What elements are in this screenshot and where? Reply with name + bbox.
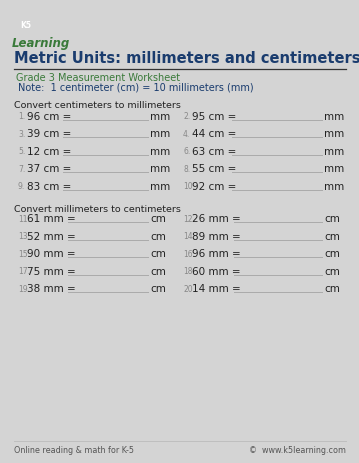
Text: 63 cm =: 63 cm = (192, 147, 236, 156)
Text: 75 mm =: 75 mm = (27, 266, 76, 276)
Text: 55 cm =: 55 cm = (192, 164, 236, 174)
Text: 12.: 12. (183, 214, 195, 224)
Text: mm: mm (324, 129, 344, 139)
Text: 96 cm =: 96 cm = (27, 112, 71, 122)
Text: 4.: 4. (183, 130, 190, 139)
Text: 14 mm =: 14 mm = (192, 284, 241, 294)
Text: mm: mm (324, 181, 344, 192)
Text: 8.: 8. (183, 165, 190, 174)
Text: cm: cm (150, 232, 166, 242)
Text: cm: cm (150, 249, 166, 259)
Text: cm: cm (150, 214, 166, 224)
Text: cm: cm (324, 249, 340, 259)
Text: 2.: 2. (183, 112, 190, 121)
Text: 17.: 17. (18, 267, 30, 276)
Text: 12 cm =: 12 cm = (27, 147, 71, 156)
Text: 37 cm =: 37 cm = (27, 164, 71, 174)
Text: 6.: 6. (183, 147, 190, 156)
Text: 26 mm =: 26 mm = (192, 214, 241, 224)
Text: 14.: 14. (183, 232, 195, 241)
Text: Convert centimeters to millimeters: Convert centimeters to millimeters (14, 101, 181, 110)
Text: mm: mm (150, 181, 170, 192)
Text: mm: mm (150, 129, 170, 139)
Text: 60 mm =: 60 mm = (192, 266, 241, 276)
Text: 18.: 18. (183, 267, 195, 276)
Text: 11.: 11. (18, 214, 30, 224)
Text: Grade 3 Measurement Worksheet: Grade 3 Measurement Worksheet (16, 73, 180, 83)
Text: 20.: 20. (183, 284, 195, 294)
Text: mm: mm (324, 147, 344, 156)
Text: 89 mm =: 89 mm = (192, 232, 241, 242)
Text: Metric Units: millimeters and centimeters: Metric Units: millimeters and centimeter… (14, 51, 359, 66)
Text: 15.: 15. (18, 250, 30, 258)
Text: mm: mm (150, 164, 170, 174)
Text: 52 mm =: 52 mm = (27, 232, 76, 242)
Text: 7.: 7. (18, 165, 25, 174)
Text: 19.: 19. (18, 284, 30, 294)
Text: mm: mm (150, 112, 170, 122)
Text: 83 cm =: 83 cm = (27, 181, 71, 192)
Text: mm: mm (324, 112, 344, 122)
Text: 61 mm =: 61 mm = (27, 214, 76, 224)
Text: 9.: 9. (18, 182, 25, 191)
Text: 38 mm =: 38 mm = (27, 284, 76, 294)
Text: cm: cm (324, 266, 340, 276)
Text: cm: cm (324, 214, 340, 224)
Text: Note:  1 centimeter (cm) = 10 millimeters (mm): Note: 1 centimeter (cm) = 10 millimeters… (18, 83, 253, 93)
Text: 16.: 16. (183, 250, 195, 258)
Text: Online reading & math for K-5: Online reading & math for K-5 (14, 445, 134, 455)
Text: Convert millimeters to centimeters: Convert millimeters to centimeters (14, 205, 181, 213)
Text: 92 cm =: 92 cm = (192, 181, 236, 192)
Text: 90 mm =: 90 mm = (27, 249, 76, 259)
Text: mm: mm (324, 164, 344, 174)
Text: 5.: 5. (18, 147, 25, 156)
Text: cm: cm (324, 284, 340, 294)
Text: 3.: 3. (18, 130, 25, 139)
Text: cm: cm (324, 232, 340, 242)
Text: 44 cm =: 44 cm = (192, 129, 236, 139)
Text: 1.: 1. (18, 112, 25, 121)
Text: K5: K5 (20, 21, 32, 31)
Text: 96 mm =: 96 mm = (192, 249, 241, 259)
Text: Learning: Learning (12, 38, 70, 50)
FancyBboxPatch shape (3, 3, 356, 460)
Text: 10.: 10. (183, 182, 195, 191)
Text: ©  www.k5learning.com: © www.k5learning.com (249, 445, 346, 455)
Text: 39 cm =: 39 cm = (27, 129, 71, 139)
Text: mm: mm (150, 147, 170, 156)
Text: 13.: 13. (18, 232, 30, 241)
Text: cm: cm (150, 266, 166, 276)
Text: cm: cm (150, 284, 166, 294)
Text: 95 cm =: 95 cm = (192, 112, 236, 122)
